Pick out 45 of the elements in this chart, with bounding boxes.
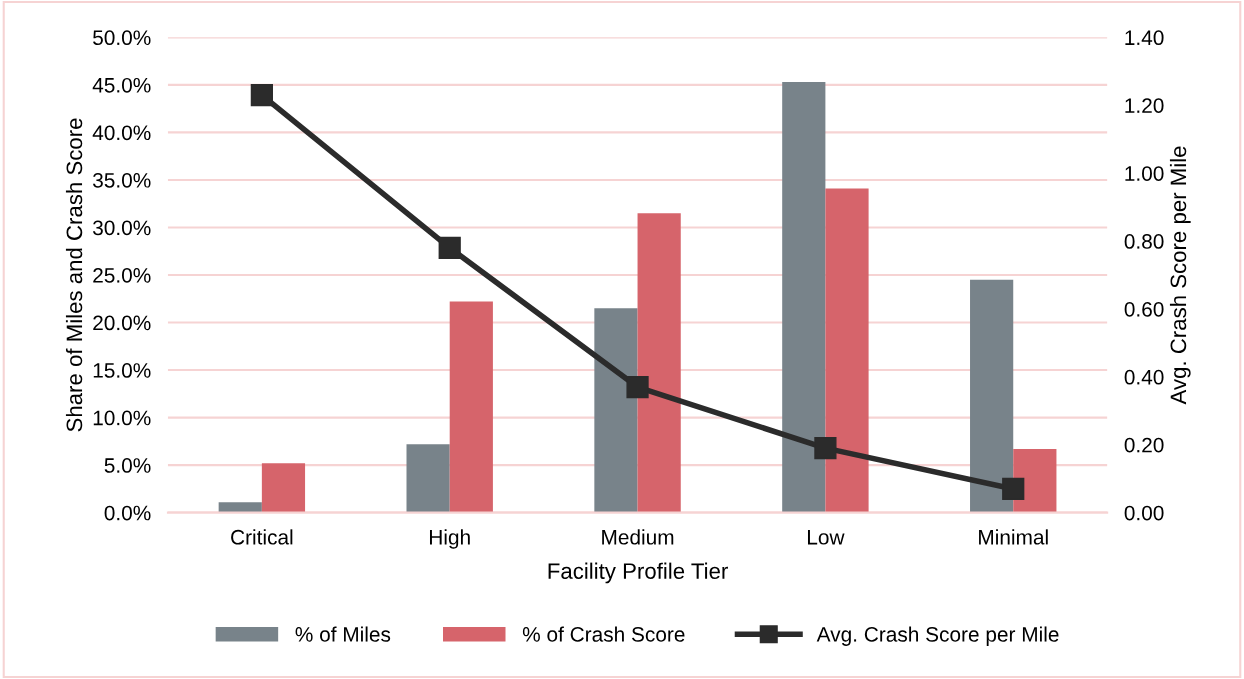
y2-tick-label: 0.80 <box>1124 234 1164 249</box>
y2-tick-label: 0.40 <box>1124 369 1164 385</box>
bar <box>970 279 1014 513</box>
y2-tick-label: 0.20 <box>1124 437 1164 453</box>
y-tick-label: 20.0% <box>93 315 151 331</box>
y2-axis-title: Avg. Crash Score per Mile <box>1169 146 1191 405</box>
point <box>814 437 837 460</box>
y-tick-label: 0.0% <box>104 505 151 521</box>
bar <box>825 188 869 513</box>
x-tick-label: Minimal <box>979 529 1048 545</box>
bar <box>449 301 493 513</box>
y-tick-label: 25.0% <box>93 268 151 283</box>
y2-tick-label: 0.60 <box>1124 301 1164 317</box>
x-tick-label: Low <box>807 530 845 545</box>
y2-tick-label: 0.00 <box>1124 505 1164 521</box>
legend-label: Avg. Crash Score per Mile <box>816 626 1059 646</box>
bar <box>782 82 826 513</box>
y-axis-title: Share of Miles and Crash Score <box>65 118 83 432</box>
x-tick-label: Critical <box>231 529 293 545</box>
y-tick-label: 50.0% <box>93 30 151 46</box>
point <box>626 375 649 399</box>
y2-tick-label: 1.20 <box>1125 98 1164 113</box>
y-tick-label: 10.0% <box>93 410 151 426</box>
point <box>250 83 273 107</box>
y-tick-label: 40.0% <box>92 125 151 141</box>
y2-tick-label: 1.00 <box>1125 166 1164 181</box>
bar <box>218 502 262 513</box>
x-tick-label: High <box>429 529 470 549</box>
x-tick-label: Medium <box>602 529 674 545</box>
y-tick-label: 5.0% <box>104 458 151 473</box>
y-tick-label: 15.0% <box>93 363 151 378</box>
point <box>1002 477 1025 500</box>
bar <box>261 463 306 513</box>
y2-tick-label: 1.40 <box>1125 30 1164 46</box>
bar <box>637 213 681 513</box>
x-axis-title: Facility Profile Tier <box>548 562 728 584</box>
y-tick-label: 30.0% <box>93 220 151 236</box>
legend-label: % of Crash Score <box>522 626 685 642</box>
y-tick-label: 45.0% <box>92 77 151 93</box>
bar <box>406 444 450 513</box>
y-tick-label: 35.0% <box>93 172 151 188</box>
bar <box>1013 448 1057 513</box>
bar <box>594 308 638 513</box>
legend-label: % of Miles <box>295 626 391 642</box>
point <box>438 236 461 259</box>
